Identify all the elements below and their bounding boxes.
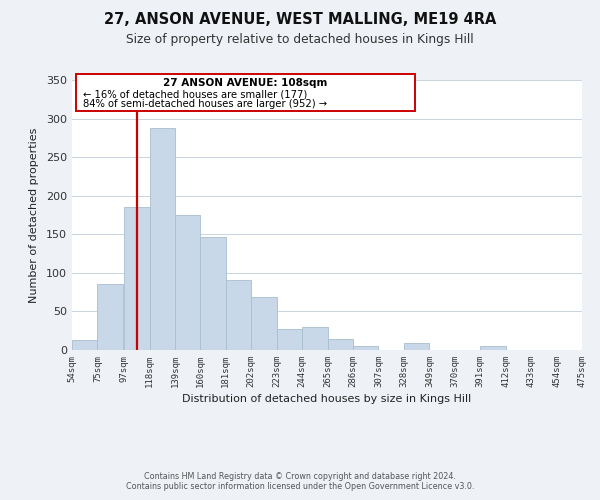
Y-axis label: Number of detached properties: Number of detached properties bbox=[29, 128, 39, 302]
Text: 27 ANSON AVENUE: 108sqm: 27 ANSON AVENUE: 108sqm bbox=[163, 78, 328, 88]
Text: Contains public sector information licensed under the Open Government Licence v3: Contains public sector information licen… bbox=[126, 482, 474, 491]
Bar bbox=[277, 329, 302, 350]
Bar bbox=[124, 208, 149, 350]
X-axis label: Distribution of detached houses by size in Kings Hill: Distribution of detached houses by size … bbox=[182, 394, 472, 404]
Bar bbox=[404, 343, 430, 350]
Text: ← 16% of detached houses are smaller (177): ← 16% of detached houses are smaller (17… bbox=[83, 90, 307, 100]
Bar bbox=[175, 215, 200, 350]
Bar bbox=[353, 346, 379, 350]
Bar bbox=[72, 340, 97, 350]
Bar bbox=[251, 297, 277, 350]
FancyBboxPatch shape bbox=[76, 74, 415, 111]
Text: Size of property relative to detached houses in Kings Hill: Size of property relative to detached ho… bbox=[126, 32, 474, 46]
Bar bbox=[97, 284, 123, 350]
Bar bbox=[149, 128, 175, 350]
Bar bbox=[226, 280, 251, 350]
Text: 84% of semi-detached houses are larger (952) →: 84% of semi-detached houses are larger (… bbox=[83, 100, 327, 110]
Text: 27, ANSON AVENUE, WEST MALLING, ME19 4RA: 27, ANSON AVENUE, WEST MALLING, ME19 4RA bbox=[104, 12, 496, 28]
Bar bbox=[328, 339, 353, 350]
Bar bbox=[480, 346, 506, 350]
Bar bbox=[302, 327, 328, 350]
Text: Contains HM Land Registry data © Crown copyright and database right 2024.: Contains HM Land Registry data © Crown c… bbox=[144, 472, 456, 481]
Bar bbox=[200, 238, 226, 350]
